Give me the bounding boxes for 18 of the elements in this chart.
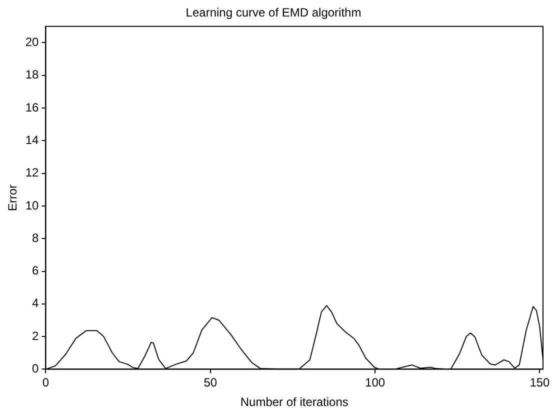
x-tick-label: 50 [204,376,218,390]
y-tick-label: 12 [25,166,40,180]
y-tick-label: 14 [25,132,40,147]
y-tick-label: 4 [32,296,40,310]
y-axis-title: Error [6,184,20,212]
y-tick-label: 20 [25,35,40,50]
y-tick-label: 2 [32,328,40,343]
x-tick-label: 150 [530,376,550,390]
y-tick-label: 18 [25,68,40,82]
x-tick-label: 100 [365,376,386,390]
y-tick-label: 0 [32,362,40,376]
y-tick-label: 16 [25,100,40,114]
y-tick-label: 6 [32,264,40,278]
x-axis-title: Number of iterations [240,395,348,410]
chart-title: Learning curve of EMD algorithm [186,6,362,20]
y-tick-label: 8 [32,230,40,245]
x-tick-label: 0 [42,376,50,390]
y-tick-label: 10 [25,198,40,212]
